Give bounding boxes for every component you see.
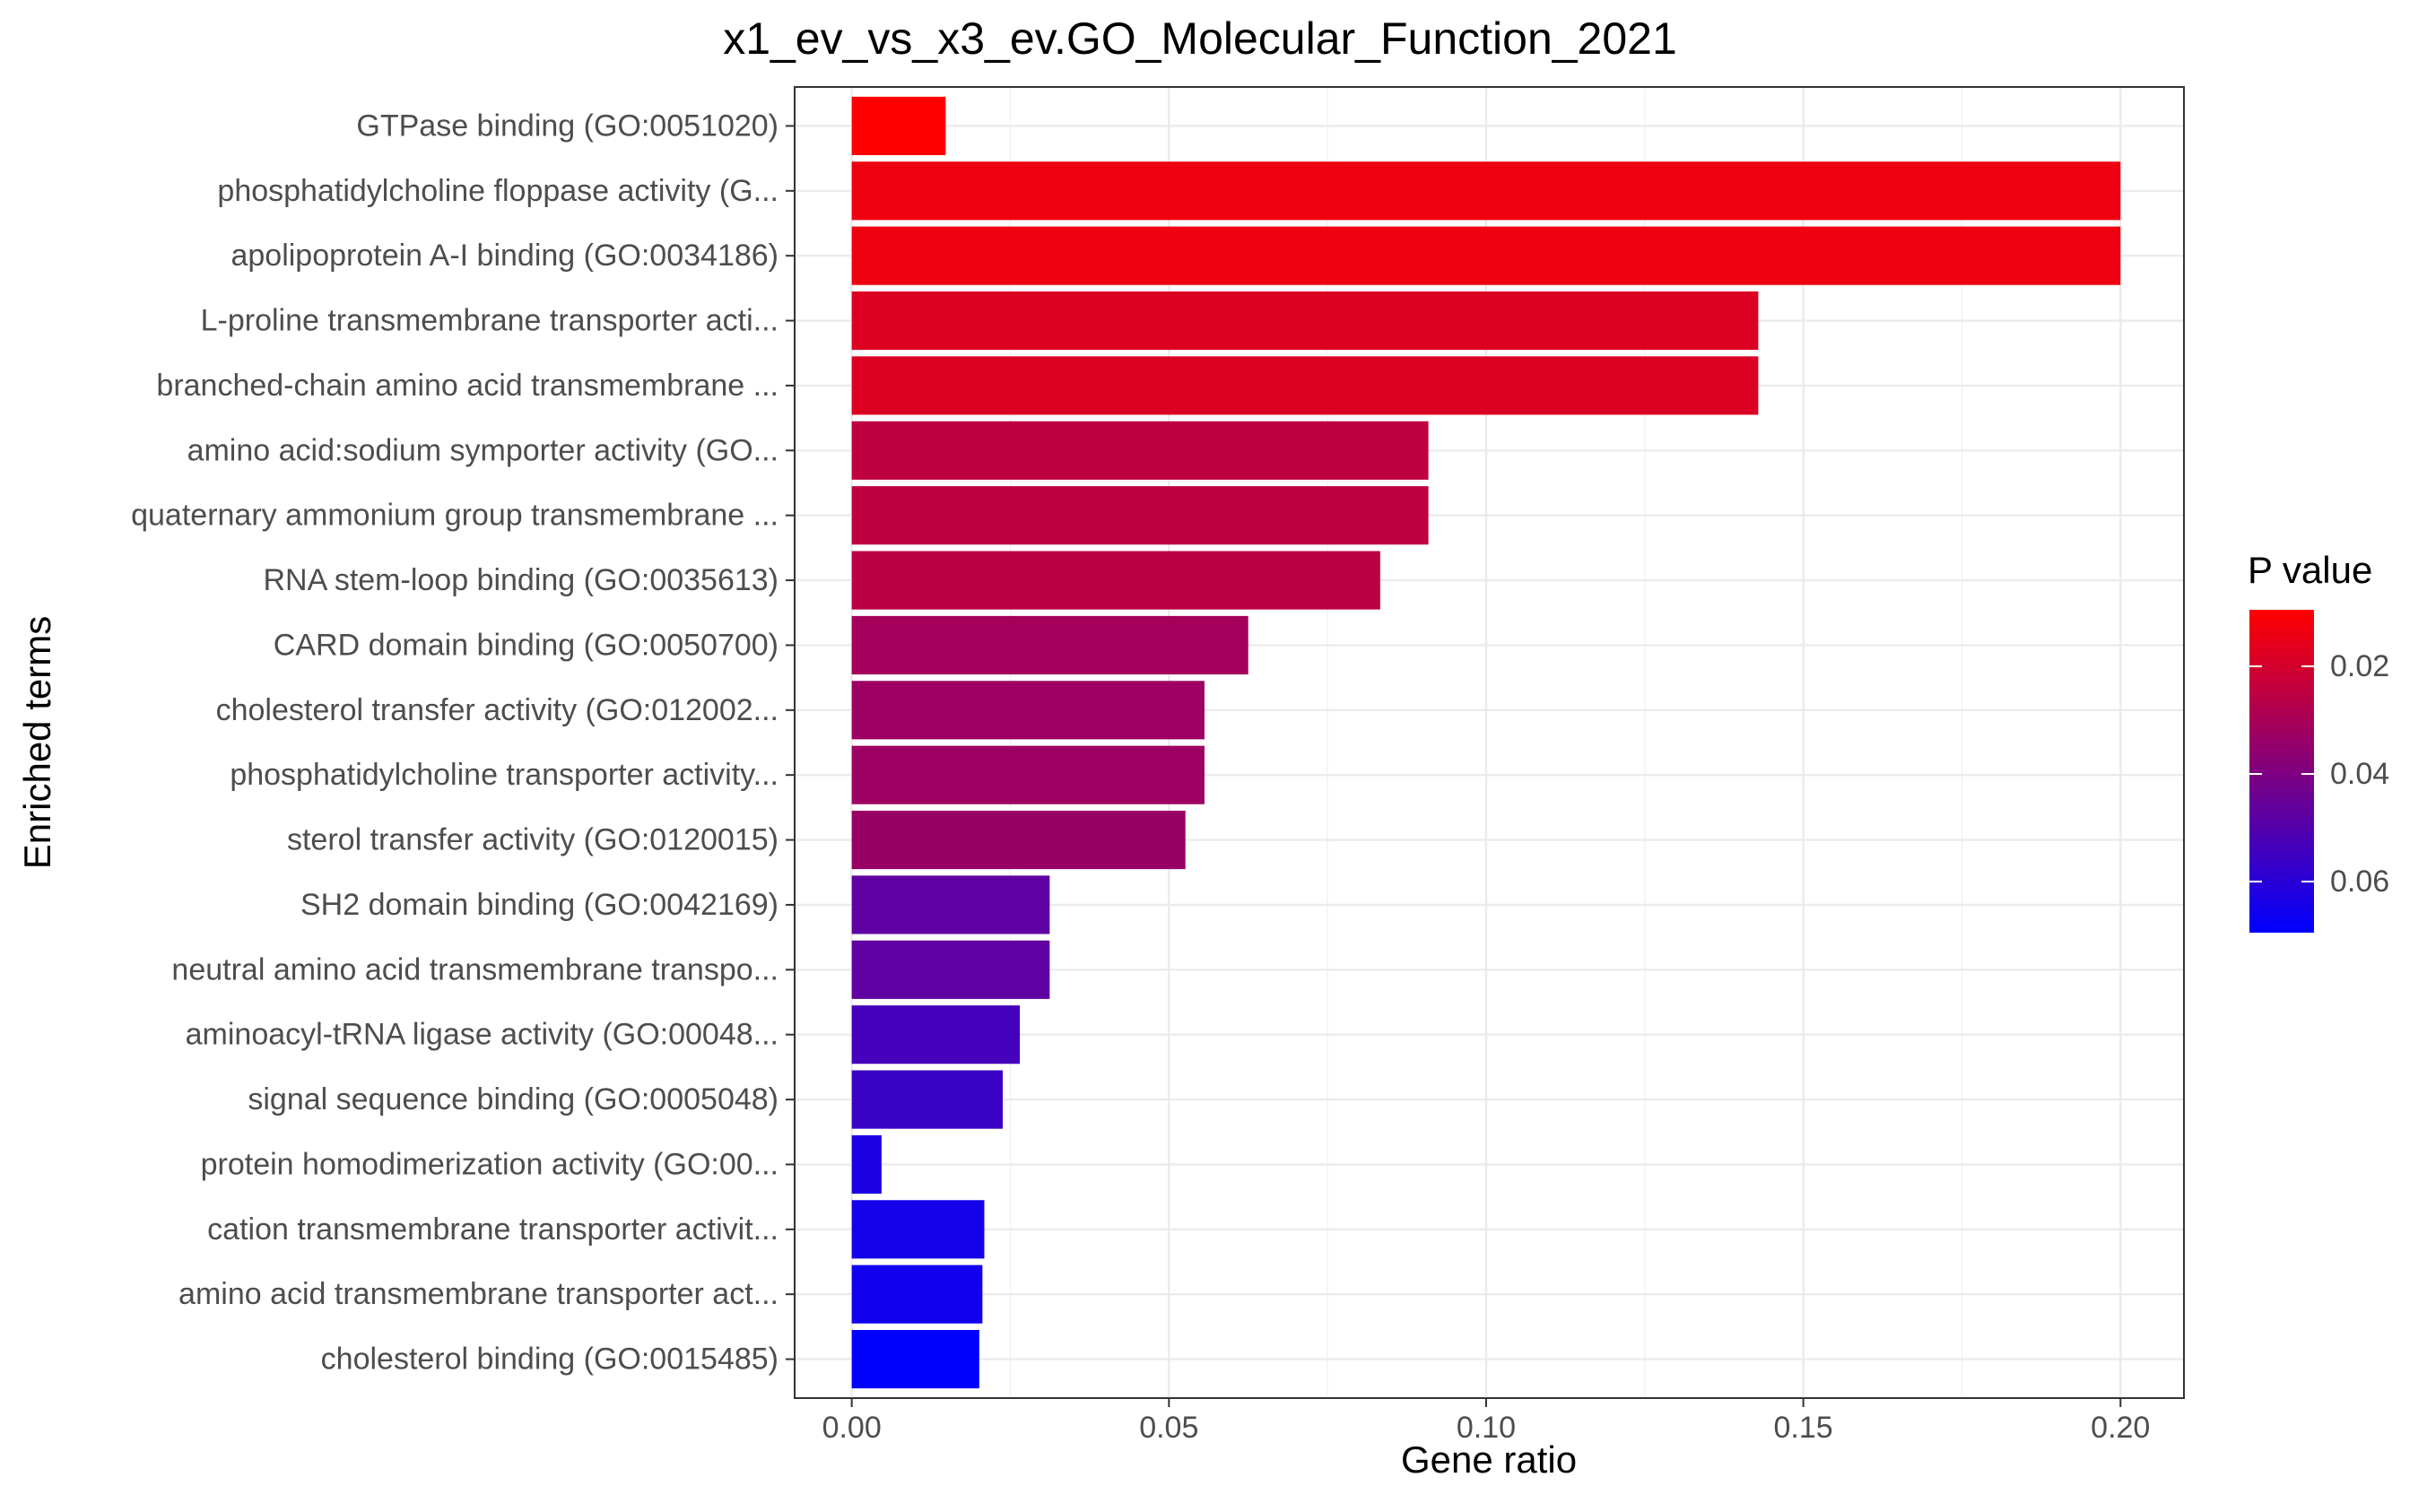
y-tick-label: RNA stem-loop binding (GO:0035613) xyxy=(263,563,779,597)
bar xyxy=(851,421,1429,480)
y-tick-label: CARD domain binding (GO:0050700) xyxy=(274,628,779,662)
legend-tick-label: 0.04 xyxy=(2330,757,2389,791)
y-tick-label: neutral amino acid transmembrane transpo… xyxy=(171,952,779,986)
bar xyxy=(851,96,946,155)
bar xyxy=(851,486,1429,545)
y-tick-label: L-proline transmembrane transporter acti… xyxy=(201,304,779,338)
bar xyxy=(851,940,1050,999)
y-tick-label: GTPase binding (GO:0051020) xyxy=(356,109,779,143)
x-axis-title: Gene ratio xyxy=(1401,1438,1577,1481)
bar xyxy=(851,875,1050,934)
bar xyxy=(851,1330,979,1389)
y-tick-label: SH2 domain binding (GO:0042169) xyxy=(300,888,779,922)
x-axis: 0.00 0.05 0.10 0.15 0.20 xyxy=(822,1398,2150,1445)
bar xyxy=(851,291,1759,351)
legend-tick-label: 0.06 xyxy=(2330,865,2389,899)
legend-tick-label: 0.02 xyxy=(2330,649,2389,683)
y-tick-label: cholesterol binding (GO:0015485) xyxy=(321,1343,779,1377)
y-tick-label: quaternary ammonium group transmembrane … xyxy=(131,499,779,533)
x-tick-label: 0.05 xyxy=(1139,1411,1198,1445)
legend-ticks: 0.02 0.04 0.06 xyxy=(2249,649,2389,899)
y-tick-label: branched-chain amino acid transmembrane … xyxy=(156,369,779,403)
bar xyxy=(851,161,2121,221)
bar xyxy=(851,745,1205,804)
x-tick-label: 0.10 xyxy=(1457,1411,1516,1445)
y-tick-label: protein homodimerization activity (GO:00… xyxy=(201,1147,779,1181)
chart-title: x1_ev_vs_x3_ev.GO_Molecular_Function_202… xyxy=(723,13,1677,64)
x-tick-label: 0.20 xyxy=(2091,1411,2150,1445)
y-tick-label: phosphatidylcholine transporter activity… xyxy=(230,758,779,792)
bar xyxy=(851,1200,985,1259)
bar xyxy=(851,551,1380,610)
y-tick-label: amino acid:sodium symporter activity (GO… xyxy=(187,433,779,467)
y-tick-label: apolipoprotein A-I binding (GO:0034186) xyxy=(231,239,779,273)
y-tick-label: signal sequence binding (GO:0005048) xyxy=(248,1082,779,1117)
bar xyxy=(851,681,1205,740)
y-tick-label: aminoacyl-tRNA ligase activity (GO:00048… xyxy=(186,1018,779,1052)
bar xyxy=(851,1070,1003,1129)
x-tick-label: 0.15 xyxy=(1774,1411,1833,1445)
bar xyxy=(851,615,1248,675)
legend: P value 0.02 0.04 0.06 xyxy=(2248,549,2389,933)
bar xyxy=(851,810,1186,870)
y-tick-label: cation transmembrane transporter activit… xyxy=(207,1212,779,1247)
legend-title: P value xyxy=(2248,549,2372,591)
plot-border xyxy=(794,86,2185,1399)
x-tick-label: 0.00 xyxy=(822,1411,882,1445)
legend-colorbar xyxy=(2249,610,2314,933)
y-axis: GTPase binding (GO:0051020) phosphatidylc… xyxy=(131,109,795,1377)
y-axis-title: Enriched terms xyxy=(16,616,58,869)
bar xyxy=(851,1005,1021,1064)
bar xyxy=(851,1264,983,1324)
bar xyxy=(851,1134,882,1195)
y-tick-label: sterol transfer activity (GO:0120015) xyxy=(287,823,779,857)
bar xyxy=(851,356,1759,415)
bar xyxy=(851,226,2121,285)
y-tick-label: cholesterol transfer activity (GO:012002… xyxy=(216,693,779,727)
y-tick-label: phosphatidylcholine floppase activity (G… xyxy=(217,174,779,208)
y-tick-label: amino acid transmembrane transporter act… xyxy=(178,1277,779,1311)
bars xyxy=(851,96,2121,1389)
